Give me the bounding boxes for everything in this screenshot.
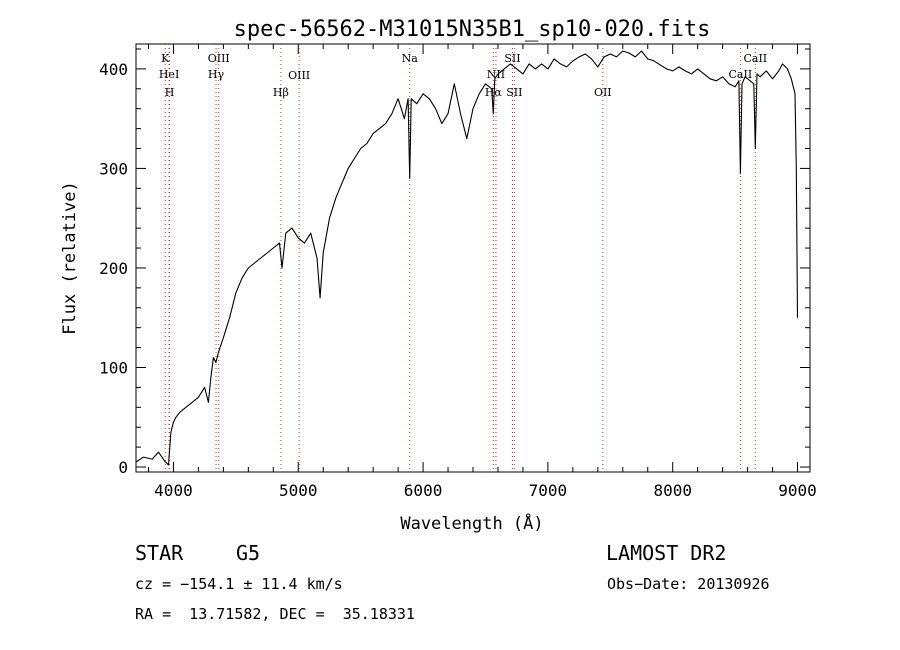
spectrum-line [135, 50, 799, 466]
spectral-line-label: K [161, 52, 170, 65]
redshift-velocity: cz = −154.1 ± 11.4 km/s [135, 575, 343, 593]
spectral-line-label: OIII [288, 69, 310, 82]
spectral-line-label: HeI [159, 68, 179, 81]
x-tick-label: 8000 [653, 481, 692, 500]
x-tick-label: 4000 [154, 481, 193, 500]
x-axis-label: Wavelength (Å) [400, 512, 543, 534]
chart-title: spec-56562-M31015N35B1_sp10-020.fits [234, 17, 711, 42]
object-class: STAR [135, 541, 184, 565]
ra-dec-coordinates: RA = 13.71582, DEC = 35.18331 [135, 605, 415, 623]
spectral-line-label: SII [504, 52, 520, 65]
spectral-line-label: H [165, 86, 175, 99]
spectral-line-label: Hγ [208, 68, 225, 81]
spectral-line-label: CaII [743, 52, 767, 65]
object-subclass: G5 [236, 541, 261, 565]
spectral-line-label: OIII [208, 52, 230, 65]
x-tick-label: 7000 [529, 481, 568, 500]
plot-area: 4000 5000 6000 7000 8000 9000 0 100 200 300 400 K He… [99, 43, 817, 500]
spectral-line-label: Hα [485, 86, 503, 99]
y-tick-label: 400 [99, 60, 128, 79]
x-tick-label: 5000 [279, 481, 318, 500]
y-tick-label: 0 [118, 458, 128, 477]
x-tick-label: 6000 [404, 481, 443, 500]
y-tick-label: 200 [99, 259, 128, 278]
spectral-line-label: OII [594, 86, 612, 99]
x-tick-label: 9000 [778, 481, 817, 500]
observation-date: Obs−Date: 20130926 [607, 575, 770, 593]
spectral-line-label: SII [506, 86, 522, 99]
y-tick-label: 100 [99, 358, 128, 377]
y-tick-label: 300 [99, 159, 128, 178]
survey-name: LAMOST DR2 [606, 541, 727, 565]
y-axis-label: Flux (relative) [60, 181, 80, 335]
spectral-line-label: Hβ [273, 86, 289, 99]
spectral-line-label: Na [402, 52, 419, 65]
